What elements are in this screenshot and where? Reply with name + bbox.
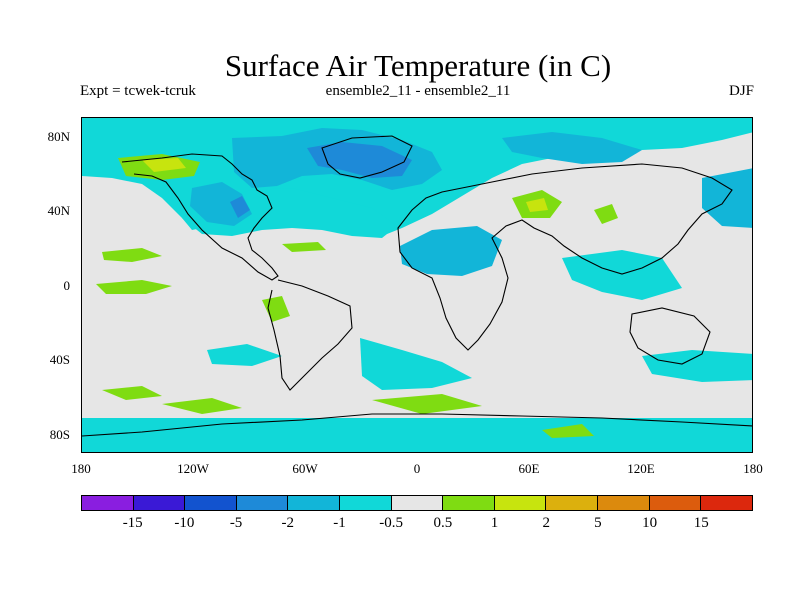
colorbar-box-0 (82, 496, 134, 510)
colorbar-box-12 (701, 496, 752, 510)
lat-label-80s: 80S (49, 427, 70, 442)
colorbar-label: 0.5 (433, 515, 453, 531)
colorbar-label: -1 (333, 515, 346, 531)
southern-ocean-warm-region-1 (162, 398, 242, 414)
north-america-coast (121, 153, 279, 281)
colorbar-label: -15 (122, 515, 143, 531)
colorbar-box-2 (185, 496, 237, 510)
lat-label-80n: 80N (47, 129, 70, 144)
colorbar-label: 5 (594, 515, 602, 531)
indian-ocean-cool-region (642, 350, 752, 382)
lon-label-180w: 180 (71, 461, 91, 476)
north-atlantic-warm-region (282, 242, 326, 252)
colorbar-label: -2 (281, 515, 295, 531)
lat-label-equator: 0 (63, 278, 71, 293)
colorbar-label: -0.5 (379, 515, 404, 531)
siberia-cool-region (502, 132, 642, 164)
colorbar-box-11 (649, 496, 702, 510)
colorbar-box-5 (340, 496, 392, 510)
colorbar-label: -5 (229, 515, 243, 531)
greenland-coast (321, 135, 413, 179)
lon-label-120e: 120E (627, 461, 655, 476)
colorbar-label: 2 (542, 515, 550, 531)
lat-label-40n: 40N (47, 203, 70, 218)
equatorial-warm-region (96, 280, 172, 294)
south-pacific-warm-region (102, 386, 162, 400)
lon-label-0: 0 (413, 461, 421, 476)
colorbar-label: -10 (174, 515, 195, 531)
antarctica-coast (82, 413, 752, 437)
greenland-coldest-region (307, 142, 412, 178)
temperature-field (82, 118, 752, 452)
lon-label-120w: 120W (177, 461, 209, 476)
south-america-warm-region (262, 296, 290, 322)
lon-label-180e: 180 (743, 461, 763, 476)
southern-ocean-warm-region-3 (542, 424, 594, 438)
colorbar-box-7 (443, 496, 495, 510)
south-pacific-cool-region (207, 344, 282, 366)
lon-label-60e: 60E (518, 461, 540, 476)
map-title: Surface Air Temperature (in C) (224, 48, 612, 83)
colorbar-label: 1 (490, 515, 499, 531)
tropical-pacific-cool-region (562, 250, 682, 300)
colorbar-box-8 (494, 496, 547, 510)
antarctic-cool-region (82, 418, 752, 452)
southern-ocean-warm-region-2 (372, 394, 482, 414)
colorbar-box-1 (133, 496, 186, 510)
colorbar (81, 495, 753, 511)
south-america-coast (267, 279, 353, 391)
australia-coast (629, 307, 711, 365)
asia-warm-region-2 (594, 204, 618, 224)
season-label: DJF (728, 83, 754, 99)
colorbar-box-9 (546, 496, 599, 510)
south-atlantic-cool-region (360, 338, 472, 390)
africa-cool-region (400, 226, 502, 276)
alaska-hot-region (142, 158, 186, 172)
eurasia-africa-coast (397, 163, 733, 351)
central-asia-hot-region (526, 198, 548, 212)
colorbar-label: 15 (693, 515, 709, 531)
pacific-cool-region (702, 168, 752, 228)
pacific-warm-region (102, 248, 162, 262)
colorbar-box-6 (391, 496, 444, 510)
colorbar-label: 10 (642, 515, 658, 531)
canada-coldest-region (230, 196, 250, 218)
lon-label-60w: 60W (292, 461, 318, 476)
colorbar-box-4 (288, 496, 341, 510)
colorbar-box-3 (236, 496, 289, 510)
world-map-panel (81, 117, 753, 453)
lat-label-40s: 40S (49, 352, 70, 367)
experiment-label: Expt = tcwek-tcruk (80, 83, 196, 99)
coastlines (82, 135, 752, 437)
colorbar-box-10 (598, 496, 650, 510)
ensemble-label: ensemble2_11 - ensemble2_11 (325, 83, 511, 99)
